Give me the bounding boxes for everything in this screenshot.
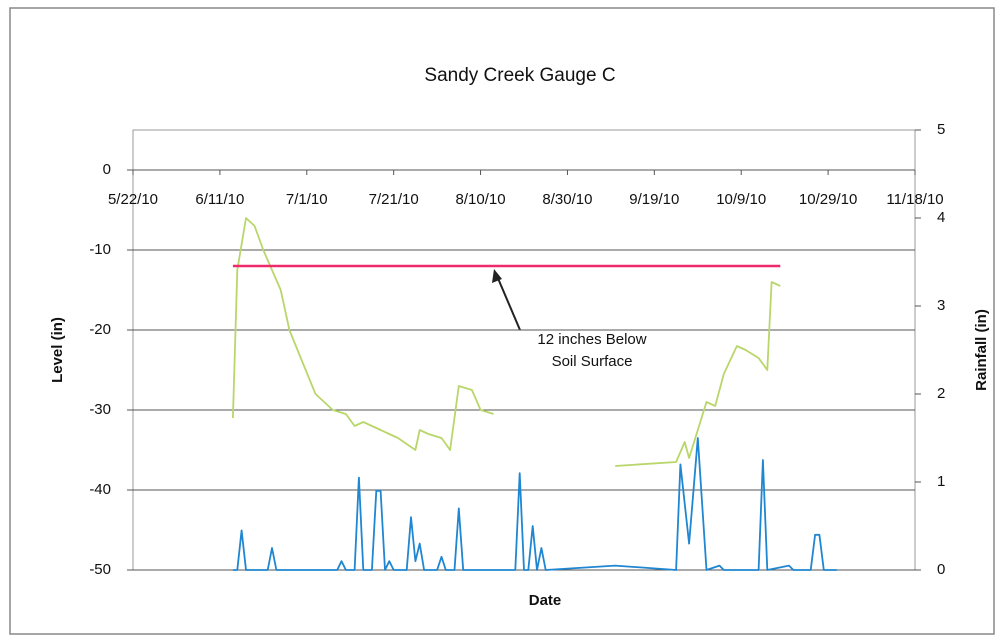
y-tick-label: -20: [89, 321, 111, 338]
y-tick-label: 0: [103, 161, 111, 178]
y2-tick-label: 0: [937, 561, 945, 578]
annotation-text: Soil Surface: [552, 353, 633, 370]
x-tick-label: 7/21/10: [369, 191, 419, 208]
y2-tick-label: 2: [937, 385, 945, 402]
x-tick-label: 6/11/10: [195, 191, 244, 208]
y-tick-label: -40: [89, 481, 111, 498]
data-line: [232, 437, 837, 571]
x-tick-label: 8/10/10: [456, 191, 506, 208]
x-tick-label: 7/1/10: [286, 191, 328, 208]
chart-title: Sandy Creek Gauge C: [424, 65, 615, 86]
y-tick-label: -50: [89, 561, 111, 578]
x-axis-title: Date: [529, 592, 562, 609]
y-axis-title: Level (in): [49, 317, 66, 383]
annotation-arrowhead: [492, 269, 502, 283]
annotation-text: 12 inches Below: [537, 331, 646, 348]
y-tick-label: -30: [89, 401, 111, 418]
chart-frame: [9, 7, 995, 635]
y2-tick-label: 1: [937, 473, 945, 490]
y2-tick-label: 3: [937, 297, 945, 314]
data-line: [232, 217, 781, 467]
x-tick-label: 8/30/10: [542, 191, 592, 208]
x-tick-label: 11/18/10: [886, 191, 943, 208]
x-tick-label: 9/19/10: [629, 191, 679, 208]
y-tick-label: -10: [89, 241, 111, 258]
x-tick-label: 10/9/10: [716, 191, 766, 208]
x-tick-label: 10/29/10: [799, 191, 857, 208]
y2-axis-title: Rainfall (in): [973, 309, 990, 391]
y2-tick-label: 5: [937, 121, 945, 138]
y2-tick-label: 4: [937, 209, 945, 226]
x-tick-label: 5/22/10: [108, 191, 158, 208]
annotation-arrow: [496, 275, 521, 331]
